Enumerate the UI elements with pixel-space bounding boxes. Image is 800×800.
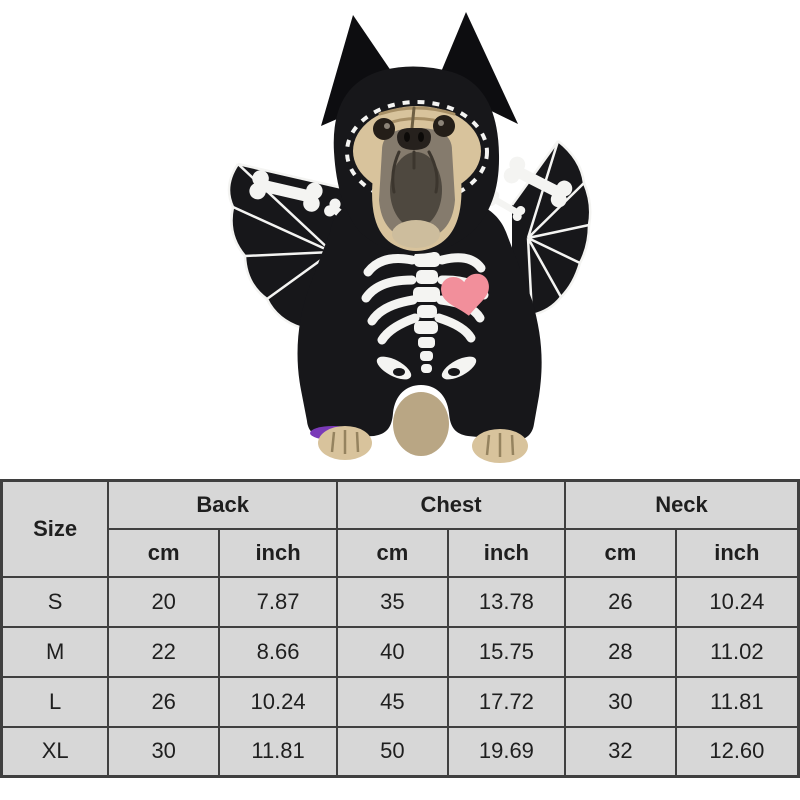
right-hood-ear (436, 12, 518, 124)
dog-in-bat-costume-illustration (227, 12, 592, 463)
size-cell: M (0, 625, 110, 678)
heart-print (441, 273, 489, 316)
pug-face (353, 106, 481, 251)
chest-cm-cell: 45 (336, 675, 449, 728)
size-cell: S (0, 575, 110, 628)
chest-inch-cell: 15.75 (446, 625, 566, 678)
chest-inch-cell: 19.69 (446, 725, 566, 778)
neck-cm-cell: 30 (563, 675, 677, 728)
back-cm-cell: 30 (107, 725, 221, 778)
back-inch-header: inch (218, 527, 339, 578)
nose (397, 128, 431, 150)
right-front-paw (472, 429, 528, 463)
back-cm-cell: 26 (107, 675, 221, 728)
chest-cm-cell: 40 (336, 625, 449, 678)
left-eye (373, 118, 395, 140)
left-front-paw (318, 426, 372, 460)
chest-cm-header: cm (336, 527, 449, 578)
chest-inch-header: inch (446, 527, 566, 578)
chest-cm-cell: 50 (336, 725, 449, 778)
neck-group-header: Neck (563, 479, 800, 530)
group-header-row: Size Back Chest Neck (0, 479, 800, 578)
size-cell: XL (0, 725, 110, 778)
neck-inch-cell: 11.81 (674, 675, 800, 728)
back-inch-cell: 10.24 (218, 675, 339, 728)
back-group-header: Back (107, 479, 339, 530)
neck-inch-cell: 11.02 (674, 625, 800, 678)
size-chart-table: Size Back Chest Neck cm inch cm inch cm … (0, 479, 800, 778)
neck-cm-header: cm (563, 527, 677, 578)
table-row-m: M 22 8.66 40 15.75 28 11.02 (0, 625, 800, 678)
product-photo (227, 12, 592, 463)
right-eye (433, 115, 455, 137)
neck-inch-cell: 10.24 (674, 575, 800, 628)
size-column-header: Size (0, 479, 110, 578)
back-cm-cell: 20 (107, 575, 221, 628)
neck-inch-header: inch (674, 527, 800, 578)
table-row-xl: XL 30 11.81 50 19.69 32 12.60 (0, 725, 800, 778)
back-inch-cell: 8.66 (218, 625, 339, 678)
back-cm-header: cm (107, 527, 221, 578)
back-inch-cell: 7.87 (218, 575, 339, 628)
chest-inch-cell: 17.72 (446, 675, 566, 728)
size-cell: L (0, 675, 110, 728)
table-row-s: S 20 7.87 35 13.78 26 10.24 (0, 575, 800, 628)
back-cm-cell: 22 (107, 625, 221, 678)
chest-inch-cell: 13.78 (446, 575, 566, 628)
table-row-l: L 26 10.24 45 17.72 30 11.81 (0, 675, 800, 728)
unit-header-row: cm inch cm inch cm inch (2, 527, 800, 578)
neck-cm-cell: 28 (563, 625, 677, 678)
product-listing-image: Size Back Chest Neck cm inch cm inch cm … (0, 12, 800, 778)
back-inch-cell: 11.81 (218, 725, 339, 778)
neck-cm-cell: 26 (563, 575, 677, 628)
neck-cm-cell: 32 (563, 725, 677, 778)
belly-fur (393, 392, 449, 456)
right-bat-wing (485, 140, 592, 317)
chest-cm-cell: 35 (336, 575, 449, 628)
chest-group-header: Chest (336, 479, 566, 530)
neck-inch-cell: 12.60 (674, 725, 800, 778)
